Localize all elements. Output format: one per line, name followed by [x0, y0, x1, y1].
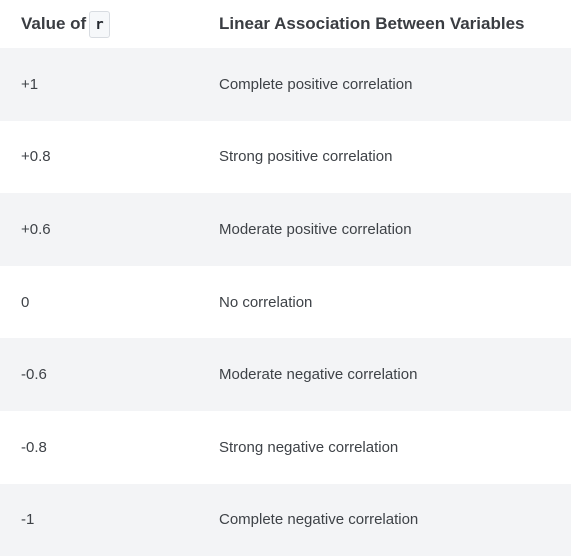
- table-row: -0.6 Moderate negative correlation: [0, 338, 571, 411]
- header-value-label: Value of: [21, 13, 87, 33]
- cell-association: Moderate positive correlation: [219, 220, 412, 238]
- cell-association: No correlation: [219, 293, 313, 311]
- header-linear-association: Linear Association Between Variables: [219, 14, 525, 33]
- cell-value: -0.6: [21, 366, 47, 384]
- cell-association: Strong positive correlation: [219, 148, 393, 166]
- header-row: Value of r Linear Association Between Var…: [0, 0, 571, 48]
- table-header: Value of r Linear Association Between Var…: [0, 0, 571, 48]
- inline-code-r: r: [89, 10, 110, 38]
- table-row: +0.8 Strong positive correlation: [0, 120, 571, 194]
- cell-association: Moderate negative correlation: [219, 366, 418, 384]
- table-row: -0.8 Strong negative correlation: [0, 410, 571, 484]
- cell-value: -1: [21, 511, 35, 529]
- table-body: +1 Complete positive correlation +0.8 St…: [0, 48, 571, 556]
- cell-association: Complete negative correlation: [219, 511, 419, 529]
- cell-value: -0.8: [21, 438, 47, 456]
- table-row: 0 No correlation: [0, 265, 571, 339]
- header-value-of-r: Value of r: [0, 0, 219, 48]
- table-row: +0.6 Moderate positive correlation: [0, 193, 571, 266]
- cell-value: +0.8: [21, 148, 51, 166]
- cell-value: 0: [21, 293, 30, 311]
- cell-value: +1: [21, 75, 39, 93]
- cell-value: +0.6: [21, 220, 51, 238]
- table-row: +1 Complete positive correlation: [0, 48, 571, 121]
- cell-association: Strong negative correlation: [219, 438, 399, 456]
- cell-association: Complete positive correlation: [219, 75, 413, 93]
- table-row: -1 Complete negative correlation: [0, 483, 571, 556]
